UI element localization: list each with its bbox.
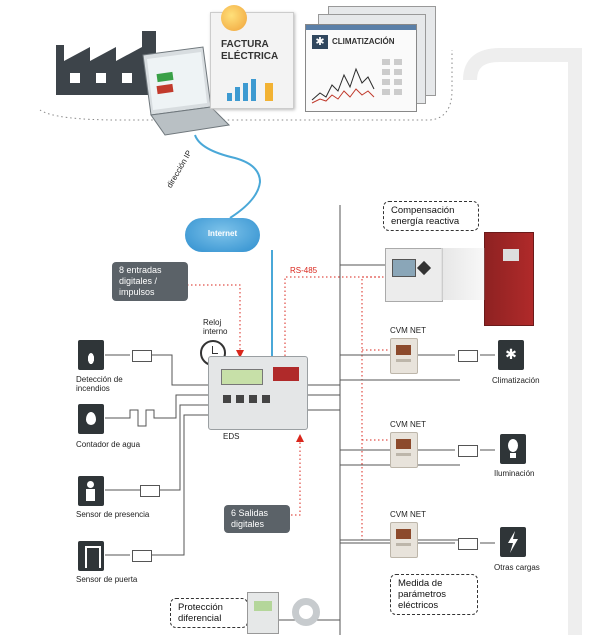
cvm-meter-3	[390, 522, 418, 558]
factura-title: FACTURA ELÉCTRICA	[221, 39, 279, 62]
input-label: Detección de incendios	[76, 375, 123, 393]
salidas-callout: 6 Salidas digitales	[224, 505, 290, 533]
eds-red-module	[273, 367, 299, 381]
line-chart-graphic	[311, 59, 402, 104]
meter-label: CVM NET	[390, 510, 426, 519]
input-switch-1	[132, 350, 152, 362]
water-drop-icon	[78, 404, 104, 434]
cabinet-zoom	[441, 248, 485, 300]
output-switch-2	[458, 445, 478, 457]
output-switch-1	[458, 350, 478, 362]
meter-label: CVM NET	[390, 326, 426, 335]
rs485-label: RS-485	[290, 266, 318, 275]
input-switch-4	[132, 550, 152, 562]
eds-label: EDS	[223, 432, 240, 441]
output-label: Climatización	[492, 376, 540, 385]
bulb-icon	[500, 434, 526, 464]
eds-device	[208, 356, 308, 430]
eds-screen	[221, 369, 263, 385]
climatizacion-title: CLIMATIZACIÓN	[332, 37, 395, 46]
input-label: Sensor de presencia	[76, 510, 150, 519]
snowflake-icon: ✱	[312, 35, 328, 49]
cvm-meter-2	[390, 432, 418, 468]
factory-icon	[56, 31, 156, 95]
compensacion-callout: Compensación energía reactiva	[383, 201, 479, 231]
snowflake-icon: ✱	[498, 340, 524, 370]
internet-label: Internet	[207, 229, 238, 238]
flame-sensor-icon	[78, 340, 104, 370]
proteccion-callout: Protección diferencial	[170, 598, 248, 628]
internet-cloud: Internet	[185, 218, 260, 252]
reactive-cabinet	[484, 232, 534, 326]
factura-card: FACTURA ELÉCTRICA	[210, 5, 294, 109]
medida-callout: Medida de parámetros eléctricos	[390, 574, 478, 615]
reloj-label: Reloj interno	[203, 318, 228, 336]
reactive-controller	[385, 248, 443, 302]
output-label: Iluminación	[494, 469, 535, 478]
output-switch-3	[458, 538, 478, 550]
entradas-callout: 8 entradas digitales / impulsos	[112, 262, 188, 301]
person-icon	[78, 476, 104, 506]
climatizacion-window: ✱ CLIMATIZACIÓN	[305, 24, 417, 112]
bar-chart-icon	[227, 79, 273, 101]
output-label: Otras cargas	[494, 563, 540, 572]
current-transformer	[292, 598, 320, 626]
meter-label: CVM NET	[390, 420, 426, 429]
cvm-meter-1	[390, 338, 418, 374]
eds-keys	[223, 395, 273, 403]
input-label: Contador de agua	[76, 440, 141, 449]
input-label: Sensor de puerta	[76, 575, 138, 584]
door-icon	[78, 541, 104, 571]
bulb-icon	[221, 5, 247, 31]
input-switch-3	[140, 485, 160, 497]
lightning-icon	[500, 527, 526, 557]
protection-relay	[247, 592, 279, 634]
laptop-icon	[142, 46, 230, 136]
